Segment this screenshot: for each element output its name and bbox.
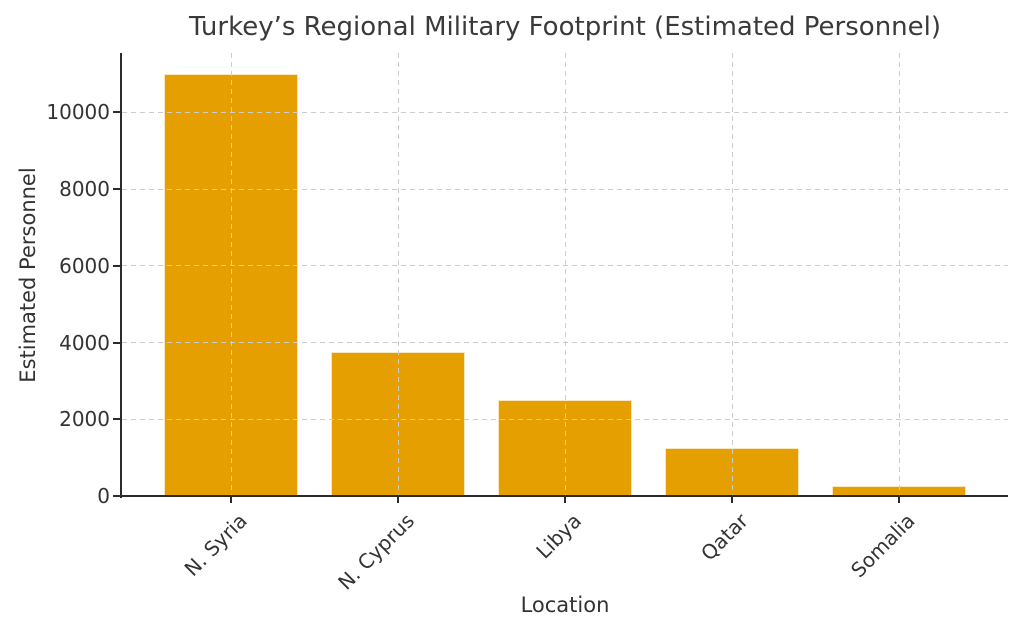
- gridline-h-4000: [122, 342, 1008, 344]
- y-axis-label: Estimated Personnel: [16, 166, 40, 383]
- plot-area: Estimated Personnel Location 0 2000 4000 60…: [16, 53, 1008, 617]
- x-axis-spine: [120, 495, 1008, 497]
- y-tick-mark-0: [113, 495, 120, 497]
- gridline-h-8000: [122, 188, 1008, 190]
- x-tick-mark-n-cyprus: [397, 497, 399, 503]
- y-tick-label-4000: 4000: [59, 330, 110, 355]
- x-tick-label-somalia: Somalia: [845, 508, 920, 583]
- y-tick-mark-6000: [113, 264, 120, 267]
- gridline-h-6000: [122, 265, 1008, 267]
- chart-title: Turkey’s Regional Military Footprint (Es…: [188, 12, 942, 42]
- x-tick-label-n-cyprus: N. Cyprus: [332, 508, 419, 595]
- gridline-v-n-syria: [231, 53, 232, 496]
- y-tick-label-8000: 8000: [59, 177, 110, 202]
- y-axis-spine: [120, 53, 122, 498]
- y-tick-label-2000: 2000: [59, 407, 110, 432]
- x-axis-label: Location: [520, 593, 610, 617]
- x-tick-mark-qatar: [731, 497, 733, 503]
- x-tick-mark-somalia: [898, 497, 900, 503]
- y-tick-label-6000: 6000: [59, 253, 110, 278]
- y-tick-mark-2000: [113, 418, 120, 421]
- gridline-h-10000: [122, 111, 1008, 113]
- y-tick-label-0: 0: [97, 484, 110, 508]
- x-tick-mark-n-syria: [230, 497, 232, 503]
- y-tick-label-10000: 10000: [46, 100, 110, 125]
- gridline-v-n-cyprus: [398, 53, 399, 496]
- gridline-v-qatar: [732, 53, 733, 496]
- x-tick-label-qatar: Qatar: [695, 508, 753, 566]
- x-tick-mark-libya: [564, 497, 566, 503]
- gridline-v-libya: [565, 53, 566, 496]
- x-tick-label-libya: Libya: [530, 508, 586, 564]
- gridline-v-somalia: [899, 53, 900, 496]
- y-tick-mark-10000: [113, 111, 120, 114]
- y-tick-mark-4000: [113, 341, 120, 344]
- x-tick-label-n-syria: N. Syria: [179, 508, 252, 581]
- gridline-h-2000: [122, 418, 1008, 420]
- y-tick-mark-8000: [113, 188, 120, 191]
